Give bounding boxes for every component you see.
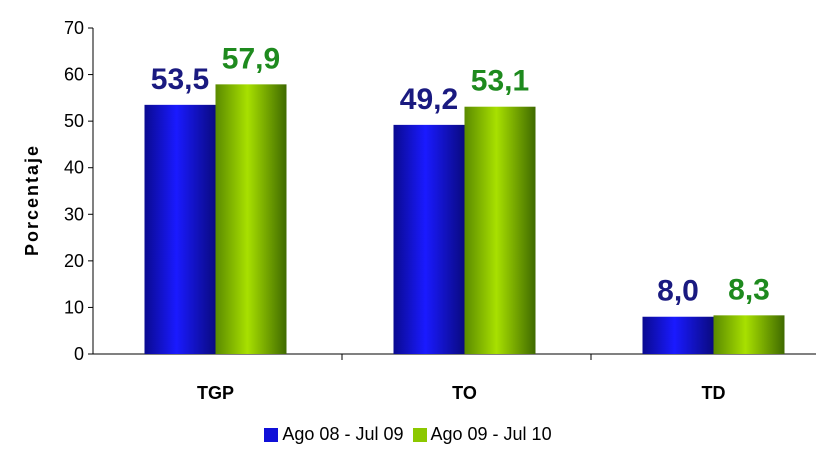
bar-to-series-1 (393, 124, 465, 355)
bar-tgp-series-1 (144, 104, 216, 354)
y-tick-label: 0 (74, 344, 84, 364)
legend-label-series-1: Ago 08 - Jul 09 (282, 424, 404, 444)
legend: Ago 08 - Jul 09 Ago 09 - Jul 10 (0, 424, 816, 447)
data-label: 8,0 (657, 275, 699, 308)
y-axis-label: Porcentaje (22, 144, 42, 256)
data-label: 53,1 (471, 65, 529, 98)
bar-td-series-2 (713, 315, 785, 354)
bar-to-series-2 (464, 106, 536, 354)
legend-item-series-2: Ago 09 - Jul 10 (412, 424, 552, 445)
bar-tgp-series-2 (215, 84, 287, 354)
data-label: 8,3 (728, 273, 770, 306)
bar-td-series-1 (642, 316, 714, 354)
y-tick-label: 70 (64, 18, 84, 38)
x-tick-label: TGP (197, 383, 234, 403)
y-tick-label: 20 (64, 251, 84, 271)
legend-swatch-series-2 (412, 427, 427, 442)
y-tick-label: 50 (64, 111, 84, 131)
y-tick-label: 60 (64, 65, 84, 85)
y-tick-label: 40 (64, 158, 84, 178)
data-label: 49,2 (400, 83, 458, 116)
data-label: 53,5 (151, 63, 209, 96)
axes: 0 10 20 30 40 50 60 70 TGP TO TD (64, 18, 816, 403)
legend-item-series-1: Ago 08 - Jul 09 (264, 424, 403, 445)
data-labels: 53,5 57,9 49,2 53,1 8,0 8,3 (151, 42, 770, 307)
y-tick-label: 30 (64, 204, 84, 224)
legend-swatch-series-1 (264, 427, 279, 442)
x-tick-label: TO (452, 383, 477, 403)
bars (144, 84, 785, 355)
x-tick-label: TD (702, 383, 726, 403)
legend-label-series-2: Ago 09 - Jul 10 (430, 424, 552, 444)
data-label: 57,9 (222, 42, 280, 75)
y-tick-label: 10 (64, 297, 84, 317)
